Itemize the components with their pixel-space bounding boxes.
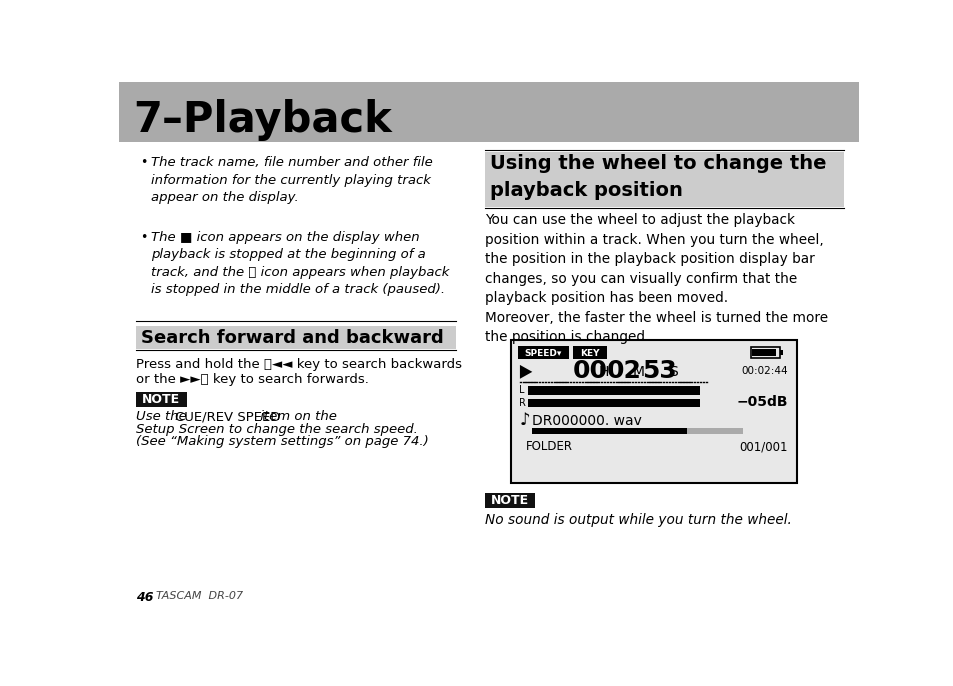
Bar (510, 340, 797, 483)
Text: NOTE: NOTE (490, 495, 528, 507)
Text: SPEED▾: SPEED▾ (524, 348, 561, 357)
Text: 00:02:44: 00:02:44 (740, 366, 787, 376)
Text: S: S (668, 365, 677, 379)
Text: •: • (140, 231, 148, 244)
Text: 02: 02 (606, 359, 641, 383)
Text: R: R (518, 398, 525, 407)
Bar (750, 347, 780, 358)
Text: FOLDER: FOLDER (525, 440, 573, 453)
Text: Use the: Use the (136, 410, 192, 423)
Text: 00: 00 (572, 359, 607, 383)
Bar (119, 82, 858, 143)
Text: (See “Making system settings” on page 74.): (See “Making system settings” on page 74… (136, 435, 429, 448)
Bar (527, 386, 699, 395)
Text: L: L (518, 386, 524, 395)
Text: Search forward and backward: Search forward and backward (141, 329, 443, 346)
Bar (527, 399, 699, 407)
Bar (532, 428, 742, 434)
Bar (572, 346, 606, 359)
Text: The ■ icon appears on the display when
playback is stopped at the beginning of a: The ■ icon appears on the display when p… (151, 231, 449, 296)
Text: 001/001: 001/001 (739, 440, 787, 453)
Bar (484, 493, 535, 508)
Bar (752, 348, 775, 357)
Text: H: H (598, 365, 609, 379)
Text: Press and hold the ⧉◄◄ key to search backwards: Press and hold the ⧉◄◄ key to search bac… (136, 358, 462, 371)
Bar (517, 346, 568, 359)
Text: You can use the wheel to adjust the playback
position within a track. When you t: You can use the wheel to adjust the play… (484, 213, 827, 344)
Text: TASCAM  DR-07: TASCAM DR-07 (155, 591, 243, 600)
Text: CUE/REV SPEED: CUE/REV SPEED (174, 410, 280, 423)
Text: NOTE: NOTE (142, 393, 180, 406)
Text: DR000000. wav: DR000000. wav (532, 414, 641, 428)
Text: −05dB: −05dB (736, 396, 787, 410)
Text: item on the: item on the (256, 410, 337, 423)
Polygon shape (519, 365, 532, 379)
Text: KEY: KEY (579, 348, 598, 357)
Text: ♪: ♪ (518, 411, 529, 429)
Text: 7–Playback: 7–Playback (133, 99, 392, 141)
Text: Setup Screen to change the search speed.: Setup Screen to change the search speed. (136, 423, 417, 436)
Text: Using the wheel to change the: Using the wheel to change the (489, 154, 825, 173)
Text: No sound is output while you turn the wheel.: No sound is output while you turn the wh… (484, 512, 791, 527)
Text: •: • (140, 156, 148, 169)
Bar (136, 392, 187, 407)
Text: The track name, file number and other file
information for the currently playing: The track name, file number and other fi… (151, 156, 433, 204)
Bar (780, 351, 782, 355)
Bar (136, 326, 456, 348)
Text: 53: 53 (641, 359, 677, 383)
Bar (532, 428, 686, 434)
Bar (484, 152, 843, 207)
Text: 46: 46 (136, 591, 153, 604)
Text: M: M (633, 365, 644, 379)
Text: playback position: playback position (489, 181, 681, 200)
Text: or the ►►⧈ key to search forwards.: or the ►►⧈ key to search forwards. (136, 373, 369, 386)
